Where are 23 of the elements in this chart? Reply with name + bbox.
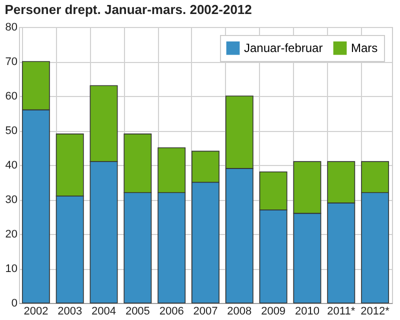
y-tick-label: 10: [5, 263, 18, 275]
y-tick-label: 70: [5, 56, 18, 68]
x-tick-label: 2009: [261, 306, 286, 318]
x-tick-label: 2010: [294, 306, 320, 318]
x-tick-label: 2011*: [327, 306, 356, 318]
x-tick-label: 2007: [193, 306, 218, 318]
x-tick-label: 2008: [227, 306, 252, 318]
legend-label: Mars: [351, 41, 378, 56]
y-tick-label: 0: [11, 298, 18, 310]
y-tick-label: 20: [5, 228, 18, 240]
y-tick-label: 50: [5, 125, 18, 137]
y-tick-label: 80: [5, 22, 18, 34]
y-tick-label: 60: [5, 90, 18, 102]
x-tick-label: 2002: [24, 306, 48, 318]
legend-label: Januar-februar: [244, 41, 323, 56]
chart-title: Personer drept. Januar-mars. 2002-2012: [4, 2, 252, 17]
x-tick-label: 2012*: [360, 306, 390, 318]
x-tick-label: 2004: [92, 306, 116, 318]
x-tick-label: 2006: [159, 306, 184, 318]
x-tick-label: 2003: [58, 306, 82, 318]
y-tick-label: 40: [5, 160, 18, 172]
x-tick-label: 2005: [125, 306, 150, 318]
y-tick-label: 30: [5, 194, 18, 206]
